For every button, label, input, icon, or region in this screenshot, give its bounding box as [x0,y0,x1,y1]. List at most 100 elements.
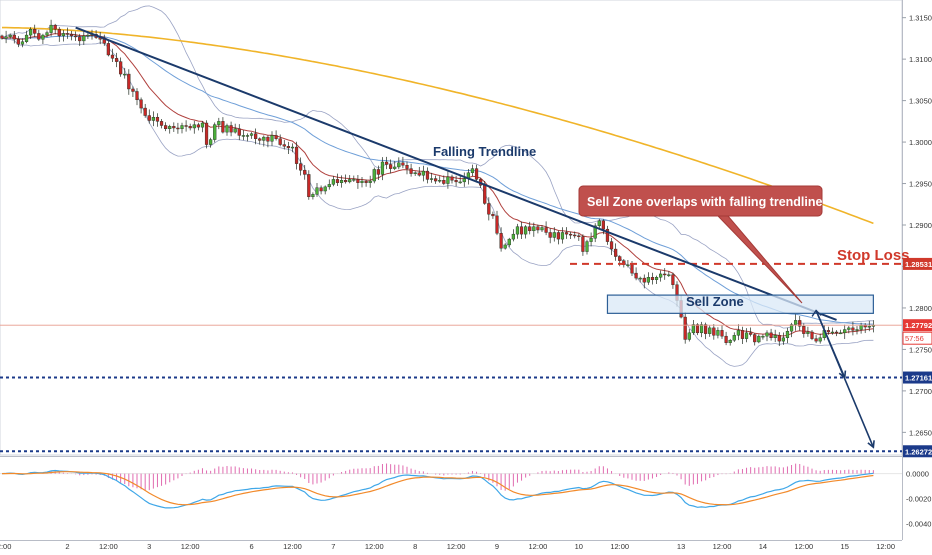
candle [49,19,53,37]
candle-body [663,273,667,276]
time-tick-label: 12:00 [447,542,466,550]
candle [847,326,851,334]
candle [859,322,863,334]
candle-body [339,180,344,183]
candle [753,333,757,346]
candle-body [376,169,380,175]
candle [20,38,25,48]
candle [671,272,675,289]
candle-body [687,332,691,340]
candle-body [609,241,614,250]
candle-body [315,187,319,195]
candle [536,224,540,234]
candle-body [802,325,806,334]
candle-body [8,34,12,37]
candle [278,134,282,147]
candle-body [454,180,458,183]
candle-body [806,331,810,334]
candle [299,157,303,176]
candle [798,316,802,331]
candle-body [421,170,425,176]
candle-body [646,277,650,283]
candle-body [123,73,127,76]
candle-body [798,320,802,327]
candle-body [69,34,74,37]
candle-body [74,35,78,38]
candle [82,30,86,45]
candle-body [581,236,585,252]
candle-body [532,226,536,232]
candle [429,172,434,183]
candle [311,192,315,200]
candle-body [810,331,814,339]
candle [57,27,61,42]
candle [765,330,769,342]
candle-body [429,178,434,180]
candle-body [548,232,552,238]
candle [172,122,176,132]
candle-body [61,33,65,37]
candle-body [164,125,168,130]
candle [233,123,237,134]
candle [45,30,49,38]
candle [785,327,790,344]
candle [740,326,745,345]
candle-body [348,179,352,183]
candle-body [761,335,765,338]
candle-body [749,332,753,335]
candle-body [397,162,401,168]
candle [499,227,503,252]
candle-body [323,186,327,192]
target-1-badge-text: 1.27161 [905,374,932,383]
candle [577,233,581,241]
price-tick-label: 1.31500 [909,14,932,23]
candle-body [785,330,790,339]
candle [221,117,225,134]
candle-body [245,135,250,137]
candle [335,173,340,186]
candle [380,157,385,181]
candle [168,124,172,134]
candle [519,221,524,239]
candle-body [33,29,37,34]
candle [573,231,577,239]
time-tick-label: 12:00 [0,542,11,550]
candle-body [585,241,589,252]
projection-arrow-2 [815,310,875,448]
candle [364,179,368,187]
time-tick-label: 12:00 [181,542,200,550]
candle [110,48,115,62]
candle [131,86,135,97]
candle [524,225,528,239]
candle [802,323,806,338]
candle [540,225,544,232]
candle-body [303,170,307,175]
candle [839,329,843,335]
candle [41,33,45,45]
candle [4,30,8,44]
candle [397,157,401,170]
candle-body [839,332,843,335]
candle [761,334,765,340]
candle-body [740,330,745,339]
candle-body [127,73,131,90]
candle [491,211,495,219]
candle [266,135,270,148]
candle-body [209,139,213,145]
candle-body [119,61,123,75]
candle [393,161,397,171]
candle-body [446,176,450,184]
candle-body [483,185,487,204]
candle-body [654,277,659,280]
candle [843,324,847,340]
candle [626,260,630,268]
candle-body [503,244,507,249]
candle [217,117,221,130]
candle [159,118,164,129]
candle-body [704,324,708,334]
candle-body [225,125,229,133]
time-tick-label: 12:00 [283,542,302,550]
macd-tick-label: -0.0020 [906,495,931,504]
